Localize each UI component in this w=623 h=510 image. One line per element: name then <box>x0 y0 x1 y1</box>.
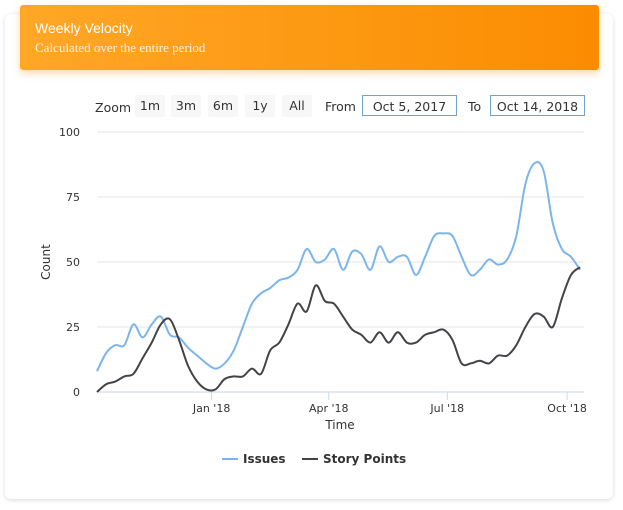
zoom-all-button[interactable]: All <box>282 95 312 117</box>
to-label: To <box>468 99 482 114</box>
x-tick-label: Jul '18 <box>429 402 464 415</box>
chart-subtitle: Calculated over the entire period <box>35 40 206 55</box>
series-line-story-points <box>96 266 581 393</box>
x-tick-label: Apr '18 <box>309 402 349 415</box>
x-tick-label: Jan '18 <box>192 402 230 415</box>
y-tick-label: 0 <box>73 386 80 399</box>
x-axis-title: Time <box>324 418 354 432</box>
x-tick-label: Oct '18 <box>547 402 587 415</box>
from-date-input[interactable]: Oct 5, 2017 <box>362 95 457 116</box>
legend: Issues Story Points <box>222 452 406 466</box>
y-tick-label: 50 <box>66 256 80 269</box>
legend-item-label[interactable]: Story Points <box>323 452 406 466</box>
y-axis-ticks: 0 25 50 75 100 <box>59 126 80 399</box>
chart-card <box>5 14 613 499</box>
y-tick-label: 25 <box>66 321 80 334</box>
to-date-input[interactable]: Oct 14, 2018 <box>490 95 585 116</box>
zoom-3m-button[interactable]: 3m <box>171 95 201 117</box>
zoom-6m-button[interactable]: 6m <box>208 95 238 117</box>
y-axis-title: Count <box>39 244 53 280</box>
grid-lines <box>97 131 584 393</box>
zoom-1y-button[interactable]: 1y <box>245 95 275 117</box>
chart-title: Weekly Velocity <box>35 20 133 36</box>
y-tick-label: 100 <box>59 126 80 139</box>
legend-item-label[interactable]: Issues <box>243 452 286 466</box>
series-group <box>96 161 581 393</box>
y-tick-label: 75 <box>66 191 80 204</box>
zoom-label: Zoom <box>95 100 132 115</box>
series-line-issues <box>96 161 581 372</box>
zoom-1m-button[interactable]: 1m <box>135 95 165 117</box>
from-label: From <box>325 99 356 114</box>
x-axis: Jan '18 Apr '18 Jul '18 Oct '18 <box>192 392 587 415</box>
chart-header: Weekly Velocity Calculated over the enti… <box>20 5 599 70</box>
